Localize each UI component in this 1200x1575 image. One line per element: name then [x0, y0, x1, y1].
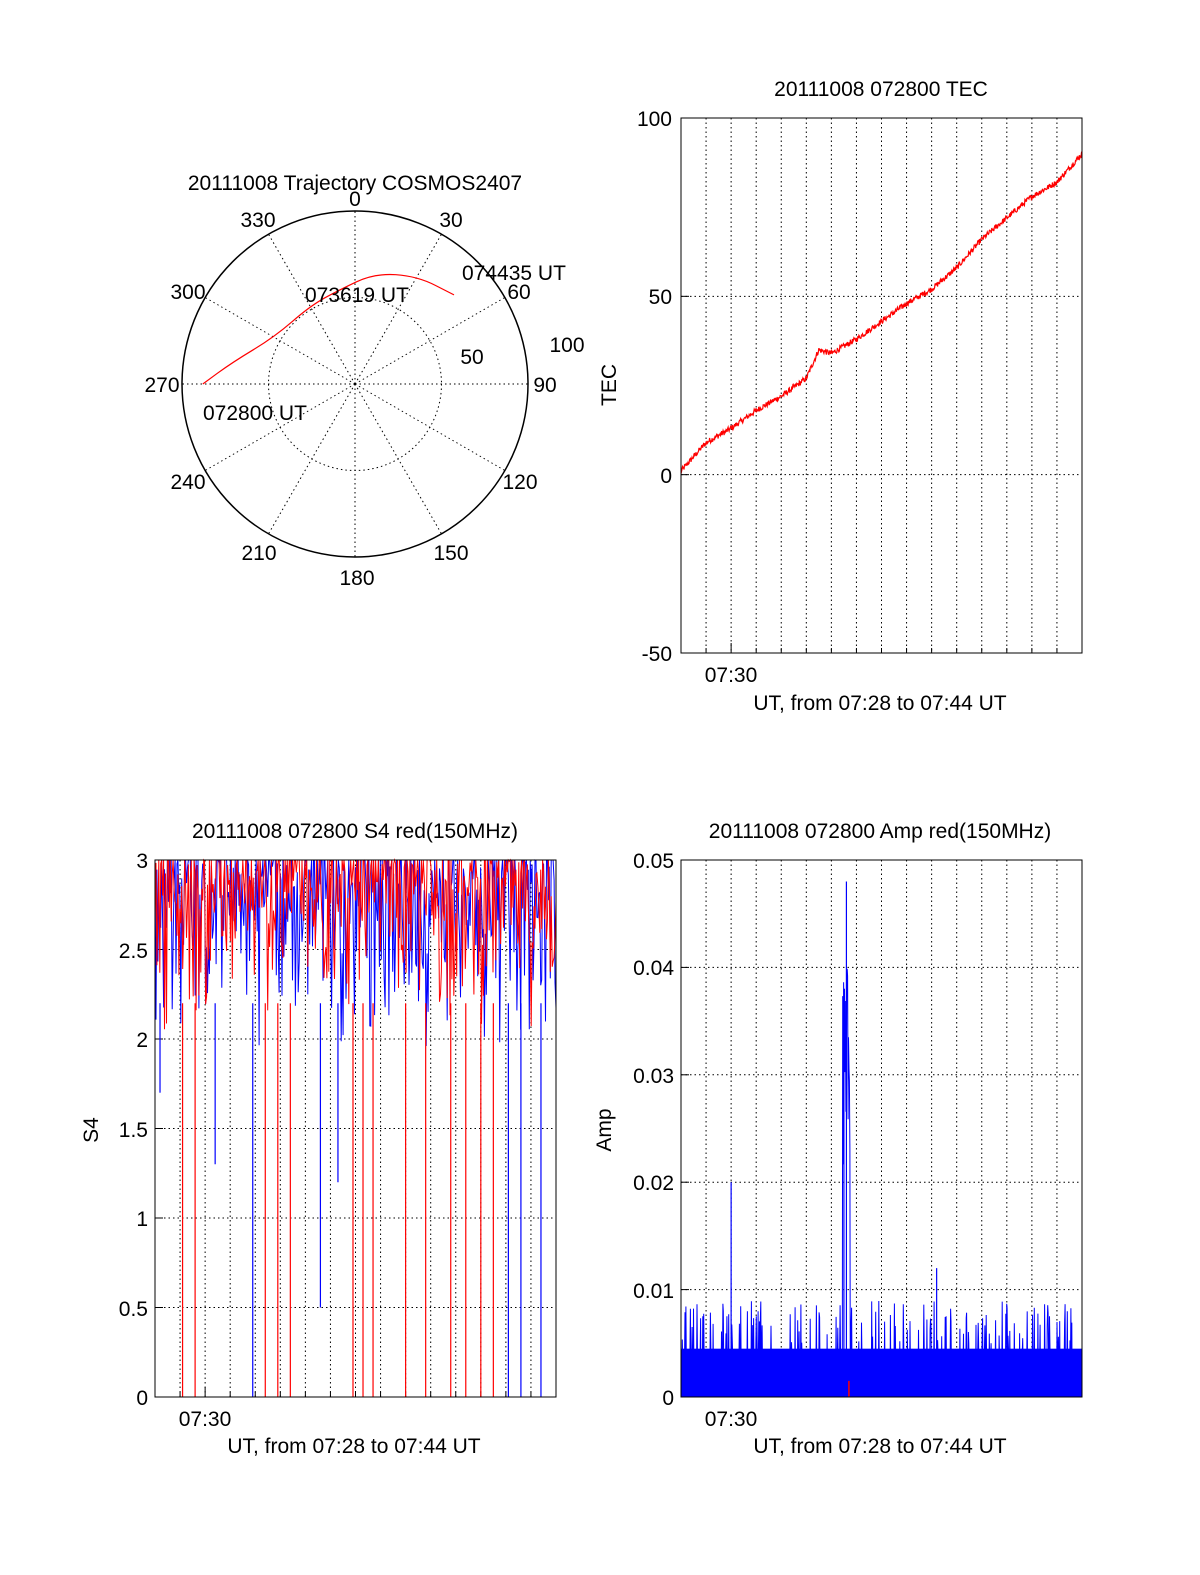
s4-ytick-2-5: 2.5 [119, 940, 148, 963]
s4-chart: 20111008 072800 S4 red(150MHz) 3 2.5 2 1… [80, 820, 557, 1458]
polar-outer-circle [181, 210, 529, 558]
polar-spoke [268, 383, 356, 535]
polar-angle-label: 330 [240, 209, 275, 232]
tec-ytick-0: 0 [660, 465, 672, 488]
polar-spoke [354, 383, 506, 471]
amp-xlabel: UT, from 07:28 to 07:44 UT [753, 1435, 1006, 1458]
amp-ytick-0-05: 0.05 [633, 850, 674, 873]
tec-xtick-0730: 07:30 [705, 664, 758, 687]
amp-title: 20111008 072800 Amp red(150MHz) [709, 820, 1051, 843]
polar-angle-label: 240 [170, 471, 205, 494]
s4-ytick-0-5: 0.5 [119, 1298, 148, 1321]
polar-spoke [354, 233, 442, 385]
s4-title: 20111008 072800 S4 red(150MHz) [192, 820, 518, 843]
polar-radial-label-50: 50 [460, 346, 483, 369]
polar-trajectory-chart: 20111008 Trajectory COSMOS2407 0 30 60 90 12… [144, 172, 584, 590]
tec-ytick-50: 50 [649, 286, 672, 309]
s4-series-blue [154, 859, 557, 1047]
tec-xlabel: UT, from 07:28 to 07:44 UT [753, 692, 1006, 715]
polar-angle-labels: 0 30 60 90 120 150 180 210 240 270 300 330 [144, 188, 556, 590]
amp-ytick-0-03: 0.03 [633, 1065, 674, 1088]
amp-chart: 20111008 072800 Amp red(150MHz) 0.05 0.0… [593, 820, 1083, 1458]
polar-spoke [354, 383, 442, 535]
s4-ytick-2: 2 [136, 1029, 148, 1052]
polar-title: 20111008 Trajectory COSMOS2407 [188, 172, 522, 195]
polar-angle-label: 180 [339, 567, 374, 590]
polar-spoke [354, 297, 506, 385]
s4-ytick-1-5: 1.5 [119, 1119, 148, 1142]
polar-angle-label: 120 [502, 471, 537, 494]
polar-angle-label: 210 [241, 542, 276, 565]
tec-grid [681, 117, 1082, 654]
polar-grid [181, 210, 529, 558]
tec-ytick-100: 100 [637, 108, 672, 131]
amp-series-blue [680, 968, 1083, 1398]
s4-xlabel: UT, from 07:28 to 07:44 UT [227, 1435, 480, 1458]
amp-frame [680, 859, 1083, 1398]
trajectory-line [202, 273, 455, 385]
polar-angle-label: 150 [433, 542, 468, 565]
amp-ylabel: Amp [593, 1108, 616, 1151]
trajectory-label-end: 074435 UT [462, 262, 566, 285]
tec-frame [680, 117, 1083, 654]
s4-ylabel: S4 [80, 1117, 103, 1143]
polar-angle-label: 300 [170, 281, 205, 304]
amp-ytick-0-04: 0.04 [633, 957, 674, 980]
s4-series [154, 858, 557, 1397]
polar-angle-label: 90 [533, 374, 556, 397]
s4-ytick-0: 0 [136, 1387, 148, 1410]
amp-ytick-0: 0 [662, 1387, 674, 1410]
amp-ytick-0-01: 0.01 [633, 1280, 674, 1303]
polar-angle-label: 30 [439, 209, 462, 232]
tec-title: 20111008 072800 TEC [774, 78, 988, 101]
amp-ytick-0-02: 0.02 [633, 1172, 674, 1195]
s4-frame [154, 859, 557, 1398]
s4-ytick-3: 3 [136, 850, 148, 873]
trajectory-label-mid: 073619 UT [305, 284, 409, 307]
polar-radial-label-100: 100 [549, 334, 584, 357]
tec-ylabel: TEC [598, 364, 621, 406]
amp-xtick-0730: 07:30 [705, 1408, 758, 1431]
polar-spoke [204, 297, 356, 385]
polar-spoke [268, 233, 356, 385]
s4-xtick-0730: 07:30 [179, 1408, 232, 1431]
tec-series-line [680, 151, 1083, 474]
s4-ytick-1: 1 [136, 1208, 148, 1231]
tec-ytick-minus50: -50 [642, 643, 672, 666]
polar-angle-label: 60 [507, 281, 530, 304]
polar-angle-label: 270 [144, 374, 179, 397]
polar-spoke [204, 383, 356, 471]
amp-series [680, 881, 1083, 1398]
s4-series-red [154, 858, 557, 1030]
tec-chart: 20111008 072800 TEC 100 50 0 -50 07:30 U… [598, 78, 1083, 715]
trajectory-label-start: 072800 UT [203, 402, 307, 425]
polar-angle-label: 0 [349, 188, 361, 211]
